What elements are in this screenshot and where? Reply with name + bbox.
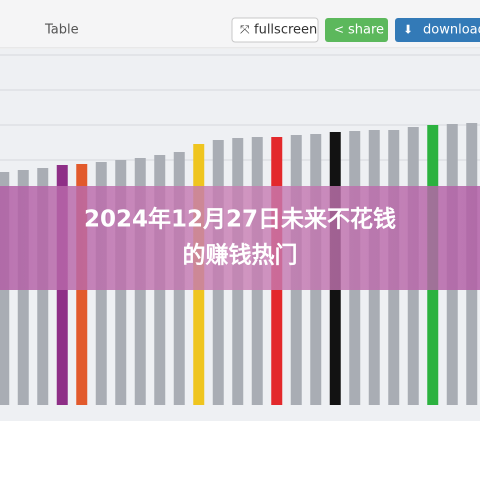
download-button[interactable] (395, 18, 480, 42)
fullscreen-button[interactable] (231, 17, 319, 43)
button-label: download (423, 23, 480, 38)
overlay-title: 的赚钱热门 (183, 242, 298, 269)
tab[interactable]: Table (44, 23, 79, 38)
button-label: share (348, 23, 384, 38)
button-label: fullscreen (254, 23, 317, 38)
icon: ⬇ (403, 23, 413, 37)
overlay-title: 2024年12月27日未来不花钱 (84, 206, 396, 233)
icon: < (334, 23, 344, 37)
overlay-band (0, 186, 480, 290)
icon: ⤧ (240, 23, 250, 37)
share-button[interactable] (325, 18, 388, 42)
